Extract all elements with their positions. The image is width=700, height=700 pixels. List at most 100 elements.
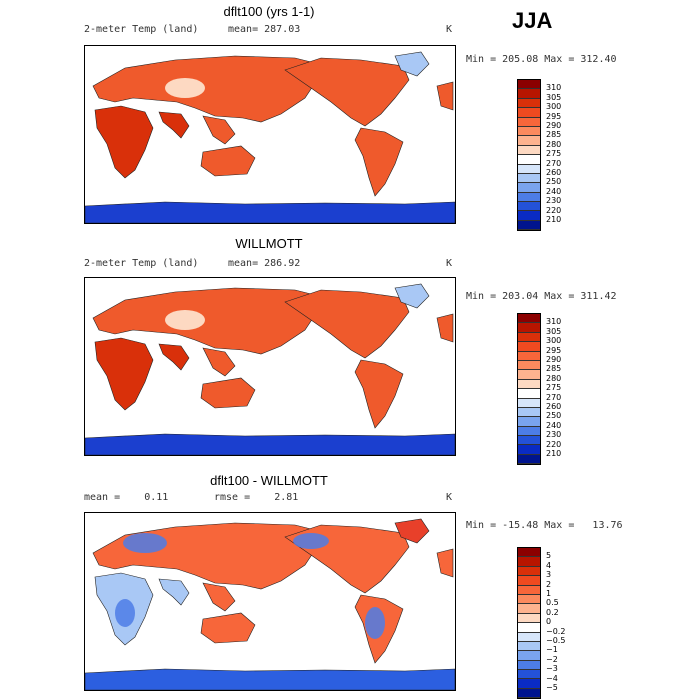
colorbar-tick-label: 260 (546, 168, 562, 177)
colorbar-tick-label: 305 (546, 92, 562, 102)
colorbar-tick-label: 5 (546, 551, 552, 561)
colorbar-tick-label: 230 (546, 430, 562, 440)
panel3-units: K (446, 492, 453, 503)
colorbar-swatch (518, 576, 540, 586)
colorbar-tick-label: 240 (546, 186, 562, 196)
colorbar-swatch (518, 679, 540, 689)
map-anomaly-patch (115, 599, 135, 627)
colorbar-swatch (518, 202, 540, 212)
colorbar-swatch (518, 426, 540, 437)
map-landmass-south-america (354, 359, 404, 429)
colorbar-swatch (518, 632, 540, 642)
colorbar-tick-label: 260 (546, 402, 562, 411)
colorbar-swatch (518, 436, 540, 446)
colorbar-tick-label: 1 (546, 589, 552, 598)
map-landmass-eurasia (92, 287, 336, 355)
colorbar-tick-label: 4 (546, 560, 552, 570)
map-landmass-antarctica (85, 201, 455, 223)
panel3-rmse: rmse = 2.81 (214, 492, 299, 503)
map-landmass-arabia-india (158, 343, 190, 371)
colorbar-swatch (518, 108, 540, 118)
panel3-minmax: Min = -15.48 Max = 13.76 (466, 520, 623, 531)
colorbar-tick-label: 230 (546, 196, 562, 206)
colorbar-swatch (518, 623, 540, 633)
colorbar-swatch (518, 211, 540, 221)
colorbar-tick-label: 300 (546, 336, 562, 346)
colorbar-swatch (518, 454, 540, 465)
map-anomaly-patch (123, 533, 167, 553)
colorbar-swatch (518, 89, 540, 99)
panel2-title: WILLMOTT (235, 236, 303, 251)
colorbar-tick-label: −0.2 (546, 626, 566, 636)
colorbar-tick-label: 290 (546, 355, 562, 364)
colorbar-tick-label: 220 (546, 205, 562, 215)
colorbar-tick-label: 310 (546, 83, 562, 93)
colorbar-tick-label: 250 (546, 177, 562, 187)
panel3-mean: mean = 0.11 (84, 492, 169, 503)
map-landmass-australia (200, 612, 256, 644)
map-landmass-antarctica (85, 433, 455, 455)
colorbar-tick-label: 270 (546, 158, 562, 168)
map-landmass-se-asia (202, 347, 236, 377)
map-landmass-australia (200, 145, 256, 177)
colorbar-tick-label: 250 (546, 411, 562, 421)
map-landmass-australia (200, 377, 256, 409)
colorbar-swatch (518, 98, 540, 109)
map-anomaly-patch (293, 533, 329, 549)
colorbar-swatch (518, 155, 540, 165)
map-anomaly-patch (365, 607, 385, 639)
colorbar-tick-label: −2 (546, 654, 558, 664)
map-landmass-africa (94, 337, 154, 411)
map-svg (85, 51, 455, 223)
colorbar-swatch (518, 117, 540, 127)
colorbar-swatch (518, 145, 540, 156)
colorbar-tick-label: 210 (546, 449, 562, 458)
map-landmass-africa (94, 105, 154, 179)
colorbar-tick-label: 0 (546, 617, 552, 627)
colorbar-swatch (518, 445, 540, 455)
colorbar-tick-label: 295 (546, 345, 562, 355)
colorbar-tick-label: 0.5 (546, 598, 559, 608)
panel2-minmax: Min = 203.04 Max = 311.42 (466, 291, 617, 302)
map-landmass-europe-right (436, 313, 454, 343)
colorbar-tick-label: 240 (546, 420, 562, 430)
panel1-minmax: Min = 205.08 Max = 312.40 (466, 54, 617, 65)
colorbar-tick-label: 3 (546, 570, 552, 580)
map-landmass-arabia-india (158, 578, 190, 606)
colorbar-tick-label: 275 (546, 383, 562, 393)
colorbar-swatch (518, 370, 540, 380)
colorbar-swatch (518, 379, 540, 390)
colorbar-swatch (518, 183, 540, 193)
map-landmass-europe-right (436, 548, 454, 578)
colorbar-swatch (518, 557, 540, 567)
panel3-title: dflt100 - WILLMOTT (210, 473, 328, 488)
colorbar-tick-label: 0.2 (546, 607, 559, 617)
map-landmass-south-america (354, 127, 404, 197)
colorbar-swatch (518, 407, 540, 418)
colorbar-tick-label: −4 (546, 673, 558, 683)
colorbar-tick-label: −5 (546, 683, 558, 692)
colorbar-tick-label: 310 (546, 317, 562, 327)
season-label: JJA (512, 8, 553, 33)
colorbar-swatch (518, 342, 540, 352)
colorbar-swatch (518, 594, 540, 605)
colorbar-tick-label: 280 (546, 139, 562, 149)
colorbar-swatch (518, 351, 540, 361)
map-landmass-antarctica (85, 668, 455, 690)
map-landmass-eurasia (92, 55, 336, 123)
panel2-variable: 2-meter Temp (land) (84, 258, 199, 269)
colorbar-swatch (518, 641, 540, 652)
panel2-colorbar (517, 313, 541, 466)
colorbar-swatch (518, 548, 540, 558)
panel2-mean: mean= 286.92 (228, 258, 301, 269)
colorbar-tick-label: 305 (546, 326, 562, 336)
panel1-variable: 2-meter Temp (land) (84, 24, 199, 35)
colorbar-swatch (518, 314, 540, 324)
colorbar-swatch (518, 80, 540, 90)
map-landmass-greenland (394, 283, 430, 309)
colorbar-swatch (518, 585, 540, 595)
panel1-units: K (446, 24, 453, 35)
colorbar-swatch (518, 126, 540, 137)
map-svg (85, 518, 455, 690)
colorbar-swatch (518, 670, 540, 680)
